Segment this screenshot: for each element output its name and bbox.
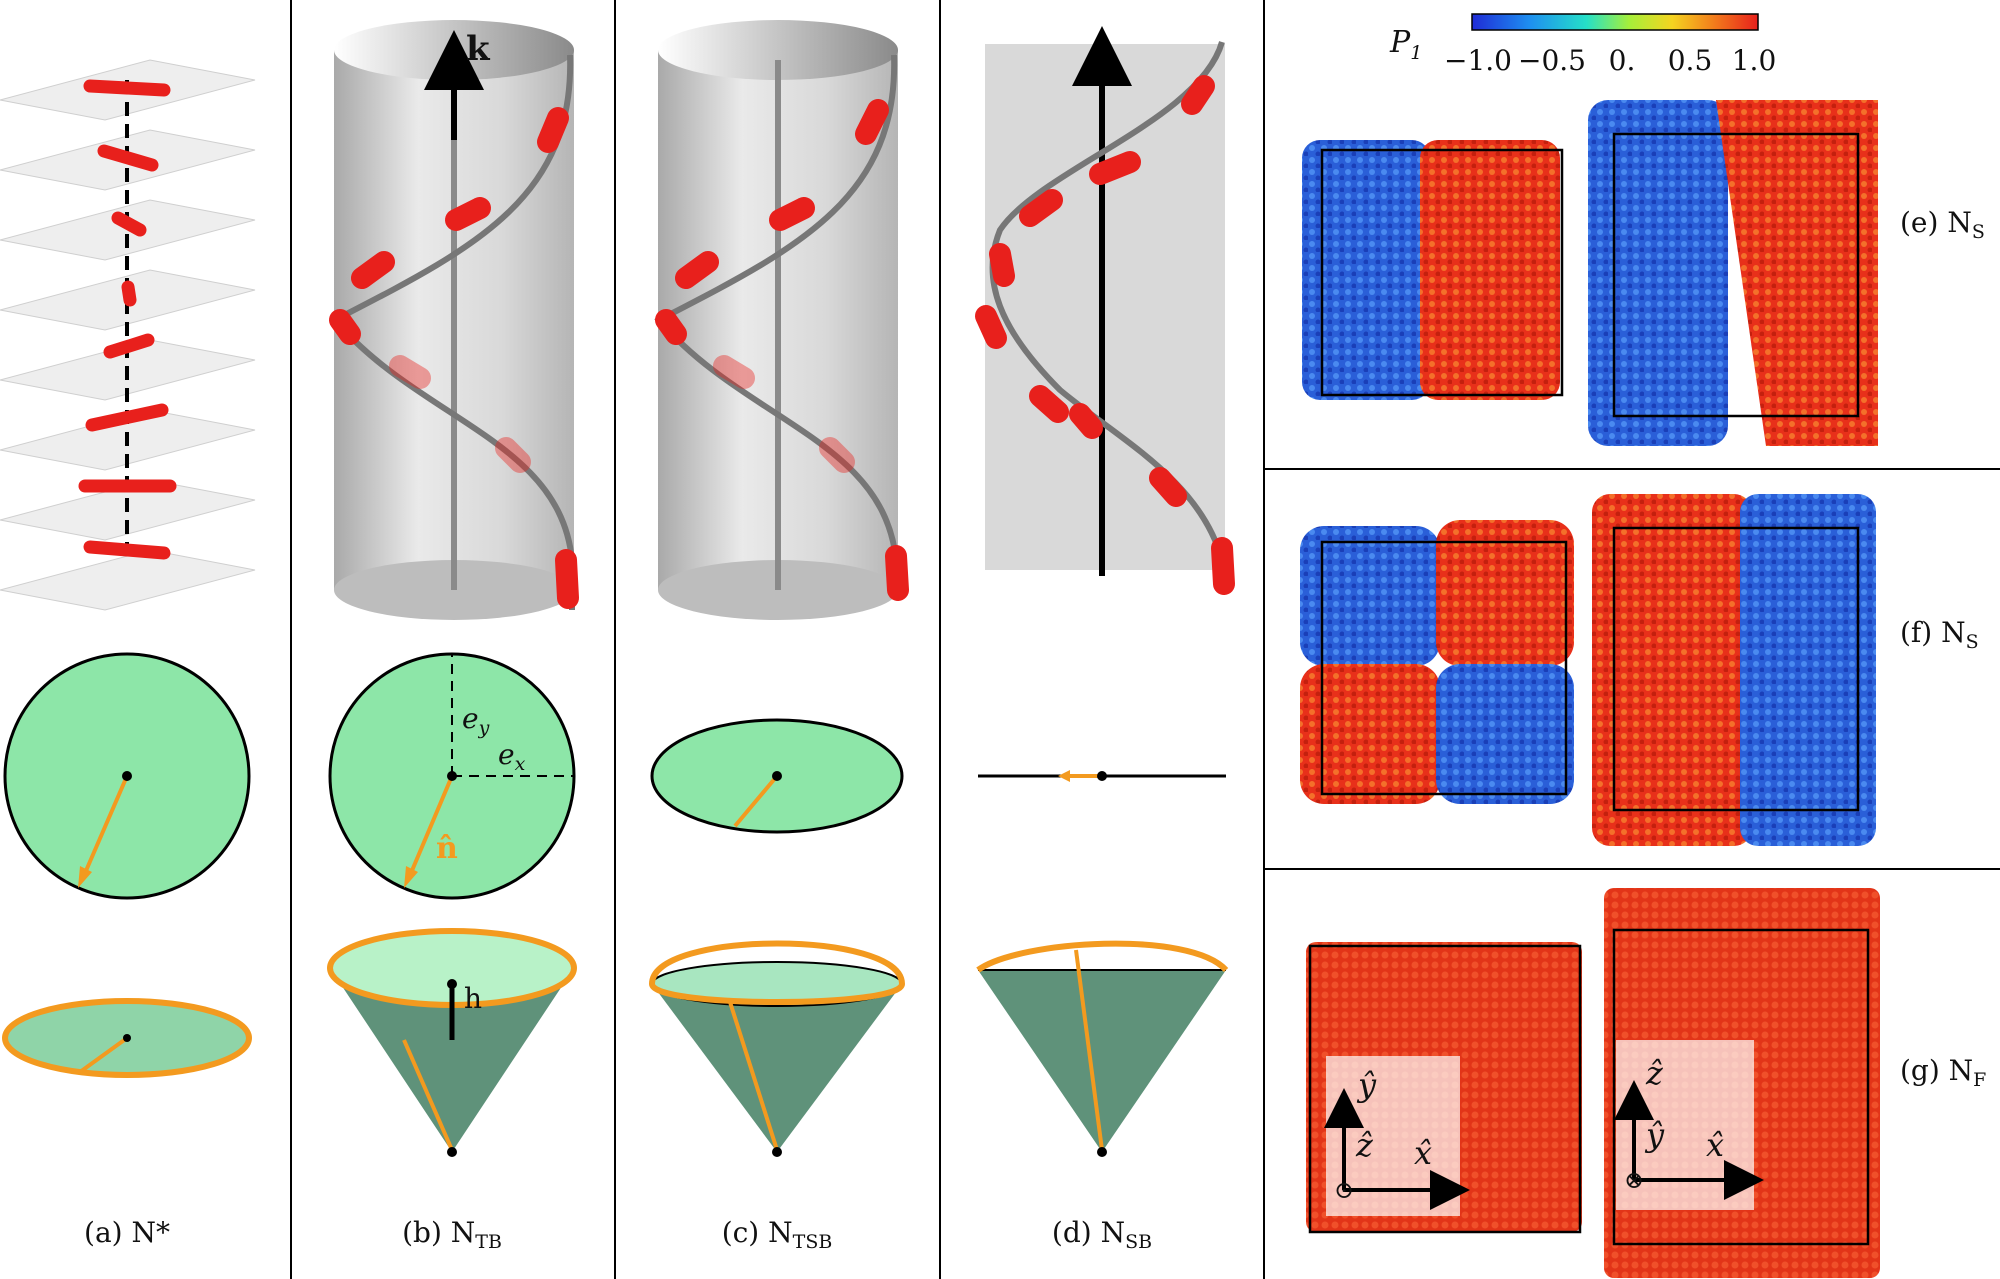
panel-a-stacked-layers xyxy=(0,59,256,611)
caption-c: (c) NTSB xyxy=(722,1216,833,1253)
dividers xyxy=(290,0,2000,1279)
axis-y-label: ŷ xyxy=(1356,1066,1377,1104)
n-hat-label: n̂ xyxy=(436,831,458,866)
panel-a-disc xyxy=(3,652,251,900)
axis-z-label-right: ẑ xyxy=(1645,1054,1664,1092)
colorbar-tick-0: −1.0 xyxy=(1444,44,1512,77)
panel-d-triangle xyxy=(976,940,1229,1157)
axes-inset-right: ẑ ŷ x̂ ⊗ xyxy=(1614,1040,1764,1210)
label-e: (e) NS xyxy=(1900,206,1985,243)
panel-d-line xyxy=(978,770,1226,782)
caption-d: (d) NSB xyxy=(1052,1216,1152,1253)
panel-b-disc: ey ex n̂ xyxy=(328,652,576,900)
axis-y-label-right: ŷ xyxy=(1644,1116,1665,1154)
colorbar-tick-2: 0. xyxy=(1609,44,1636,77)
k-vector-label: k xyxy=(466,29,491,69)
panel-d-plane xyxy=(975,26,1235,595)
h-label: h xyxy=(464,982,482,1015)
ex-label: ex xyxy=(498,738,526,775)
panel-c-cone xyxy=(649,940,905,1157)
panel-g-simulation: ŷ ẑ x̂ ⊙ ẑ ŷ x̂ ⊗ (g) NF xyxy=(1306,888,1986,1278)
axis-z-label: ẑ xyxy=(1355,1126,1374,1164)
y-into-page-symbol: ⊗ xyxy=(1624,1166,1644,1194)
ey-label: ey xyxy=(462,702,490,739)
panel-e-simulation: (e) NS xyxy=(1302,100,1985,446)
panel-a-flat-ellipse xyxy=(2,998,252,1078)
colorbar-tick-1: −0.5 xyxy=(1518,44,1586,77)
panel-f-simulation: (f) NS xyxy=(1300,494,1979,846)
label-f: (f) NS xyxy=(1900,616,1979,653)
axis-x-label: x̂ xyxy=(1414,1134,1432,1172)
axis-x-label-right: x̂ xyxy=(1706,1126,1724,1164)
panel-c-cylinder xyxy=(654,20,909,620)
colorbar-tick-4: 1.0 xyxy=(1732,44,1777,77)
panel-b-cylinder: k xyxy=(329,20,579,620)
colorbar: P1 −1.0 −0.5 0. 0.5 1.0 xyxy=(1389,13,1777,77)
label-g: (g) NF xyxy=(1900,1054,1986,1091)
panel-b-cone: h xyxy=(327,928,577,1157)
colorbar-tick-3: 0.5 xyxy=(1668,44,1713,77)
axes-inset-left: ŷ ẑ x̂ ⊙ xyxy=(1324,1056,1470,1216)
caption-a: (a) N* xyxy=(84,1216,170,1249)
panel-c-ellipse xyxy=(650,718,904,834)
z-out-of-page-symbol: ⊙ xyxy=(1334,1176,1354,1204)
caption-b: (b) NTB xyxy=(402,1216,502,1253)
colorbar-label: P1 xyxy=(1389,25,1422,64)
